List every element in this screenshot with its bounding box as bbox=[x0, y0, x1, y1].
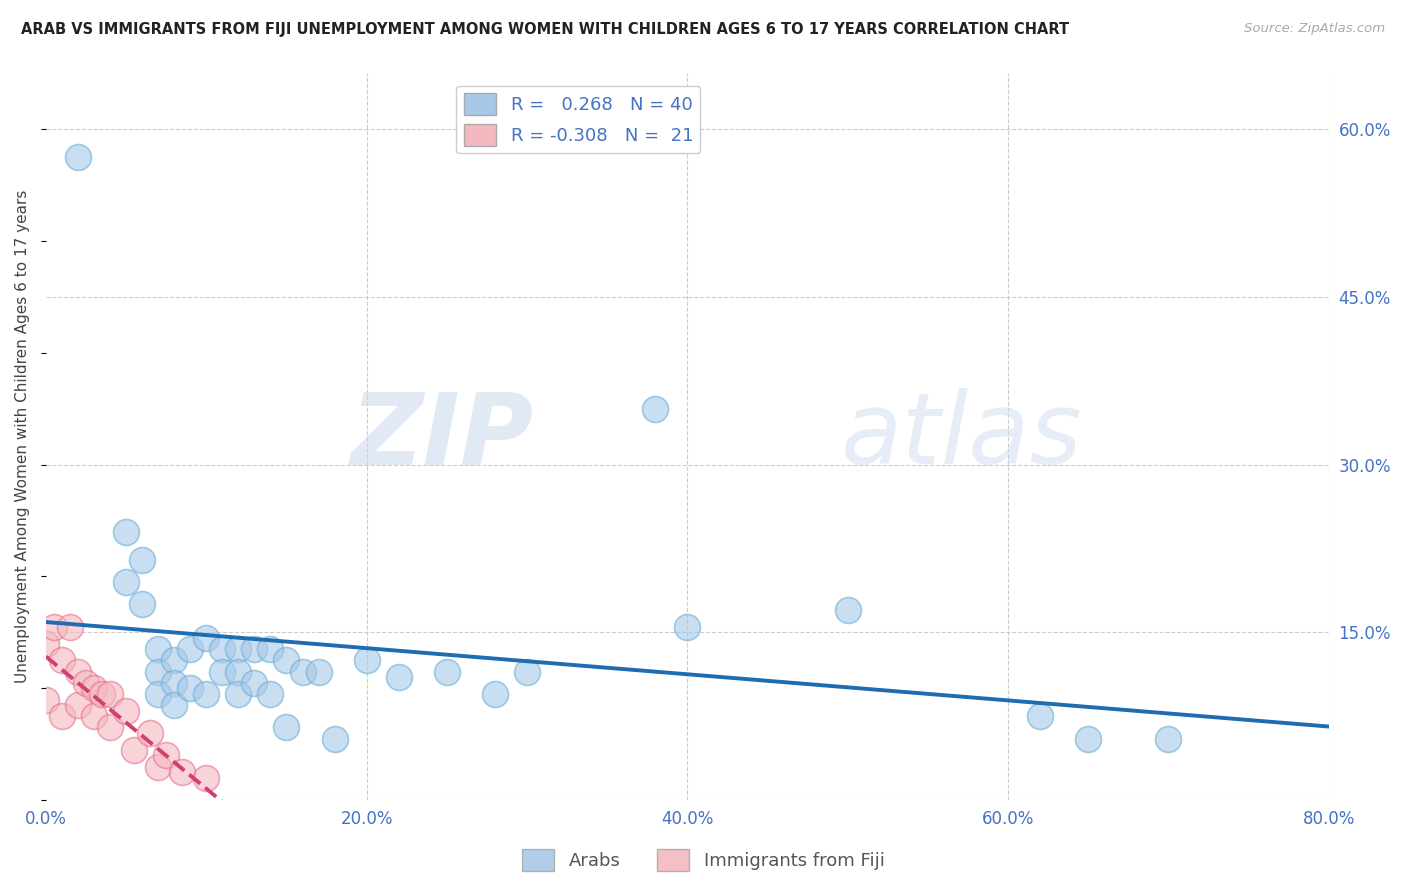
Point bbox=[75, 675, 97, 690]
Point bbox=[131, 552, 153, 566]
Point bbox=[228, 665, 250, 679]
Point bbox=[163, 675, 186, 690]
Point bbox=[243, 675, 266, 690]
Text: ARAB VS IMMIGRANTS FROM FIJI UNEMPLOYMENT AMONG WOMEN WITH CHILDREN AGES 6 TO 17: ARAB VS IMMIGRANTS FROM FIJI UNEMPLOYMEN… bbox=[21, 22, 1069, 37]
Point bbox=[276, 721, 298, 735]
Point bbox=[42, 620, 65, 634]
Point bbox=[388, 670, 411, 684]
Point bbox=[211, 665, 233, 679]
Point bbox=[139, 726, 162, 740]
Point bbox=[356, 653, 378, 667]
Point bbox=[228, 687, 250, 701]
Point bbox=[323, 731, 346, 746]
Point bbox=[172, 765, 194, 780]
Point bbox=[148, 759, 170, 773]
Point bbox=[51, 653, 73, 667]
Point bbox=[115, 575, 138, 590]
Point bbox=[148, 687, 170, 701]
Point bbox=[1077, 731, 1099, 746]
Point bbox=[484, 687, 506, 701]
Point bbox=[291, 665, 314, 679]
Point bbox=[163, 653, 186, 667]
Point bbox=[51, 709, 73, 723]
Point bbox=[59, 620, 82, 634]
Point bbox=[115, 524, 138, 539]
Point bbox=[1029, 709, 1052, 723]
Point bbox=[516, 665, 538, 679]
Point bbox=[259, 687, 281, 701]
Point bbox=[179, 642, 201, 657]
Point bbox=[179, 681, 201, 696]
Point bbox=[243, 642, 266, 657]
Point bbox=[131, 598, 153, 612]
Point bbox=[148, 642, 170, 657]
Point bbox=[195, 687, 218, 701]
Point bbox=[91, 687, 114, 701]
Point bbox=[1157, 731, 1180, 746]
Point bbox=[195, 771, 218, 785]
Point bbox=[35, 692, 58, 706]
Point bbox=[436, 665, 458, 679]
Point bbox=[148, 665, 170, 679]
Point bbox=[644, 401, 666, 416]
Point bbox=[155, 748, 177, 763]
Point bbox=[837, 603, 859, 617]
Text: atlas: atlas bbox=[841, 388, 1083, 485]
Y-axis label: Unemployment Among Women with Children Ages 6 to 17 years: Unemployment Among Women with Children A… bbox=[15, 190, 30, 683]
Point bbox=[259, 642, 281, 657]
Point bbox=[676, 620, 699, 634]
Point bbox=[83, 709, 105, 723]
Point bbox=[35, 637, 58, 651]
Point bbox=[122, 743, 145, 757]
Point bbox=[308, 665, 330, 679]
Point bbox=[83, 681, 105, 696]
Point bbox=[276, 653, 298, 667]
Point bbox=[67, 665, 90, 679]
Point bbox=[98, 687, 121, 701]
Legend: R =   0.268   N = 40, R = -0.308   N =  21: R = 0.268 N = 40, R = -0.308 N = 21 bbox=[457, 86, 700, 153]
Point bbox=[228, 642, 250, 657]
Text: Source: ZipAtlas.com: Source: ZipAtlas.com bbox=[1244, 22, 1385, 36]
Point bbox=[195, 631, 218, 645]
Point bbox=[115, 704, 138, 718]
Point bbox=[67, 150, 90, 164]
Text: ZIP: ZIP bbox=[350, 388, 533, 485]
Legend: Arabs, Immigrants from Fiji: Arabs, Immigrants from Fiji bbox=[515, 842, 891, 879]
Point bbox=[163, 698, 186, 712]
Point bbox=[67, 698, 90, 712]
Point bbox=[98, 721, 121, 735]
Point bbox=[211, 642, 233, 657]
